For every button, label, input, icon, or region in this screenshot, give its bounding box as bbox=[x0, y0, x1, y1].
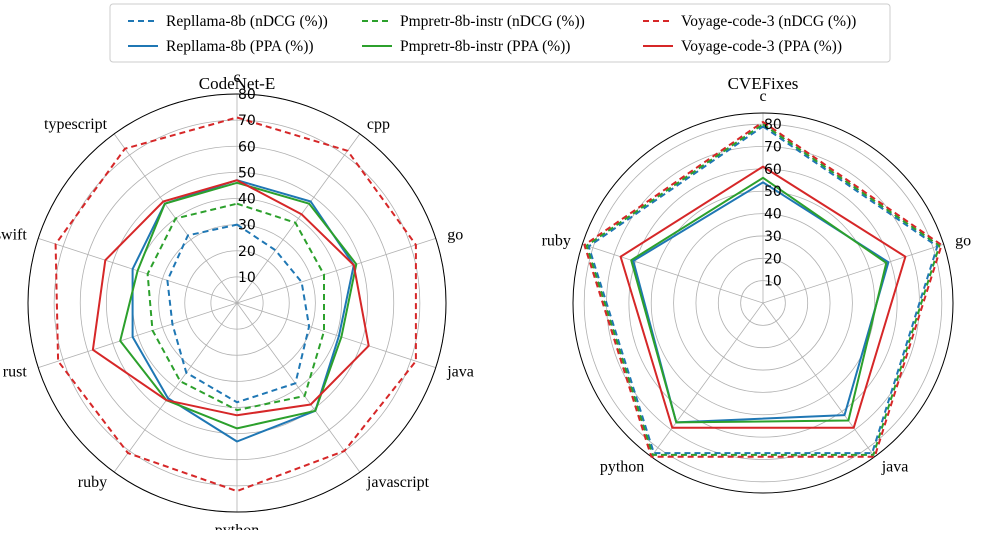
grid-spoke bbox=[650, 302, 764, 457]
category-label-go: go bbox=[447, 227, 463, 244]
category-label-python: python bbox=[600, 458, 644, 475]
radial-tick-label: 80 bbox=[238, 87, 256, 103]
radial-tick-label: 80 bbox=[764, 117, 782, 133]
series-pmpretr-8b-instr-ndcg bbox=[585, 123, 941, 456]
radial-tick-label: 50 bbox=[238, 165, 256, 181]
series-repllama-8b-ndcg bbox=[166, 223, 311, 404]
series-pmpretr-8b-instr-ndcg bbox=[146, 202, 325, 412]
chart-title: CVEFixes bbox=[728, 74, 799, 93]
legend-label-voyage-code-3-ppa: Voyage-code-3 (PPA (%)) bbox=[681, 38, 842, 55]
category-label-swift: swift bbox=[0, 227, 27, 244]
series-voyage-code-3-ppa bbox=[91, 179, 370, 417]
category-label-go: go bbox=[955, 233, 971, 250]
category-label-c: c bbox=[233, 69, 240, 86]
legend-label-pmpretr-8b-instr-ppa: Pmpretr-8b-instr (PPA (%)) bbox=[400, 38, 570, 55]
legend: Repllama-8b (nDCG (%)) Pmpretr-8b-instr (… bbox=[109, 3, 891, 63]
legend-label-repllama-8b-ndcg: Repllama-8b (nDCG (%)) bbox=[166, 13, 328, 30]
category-label-java: java bbox=[446, 363, 474, 380]
radial-tick-label: 10 bbox=[238, 270, 256, 286]
category-label-javascript: javascript bbox=[366, 474, 430, 491]
radial-tick-label: 60 bbox=[764, 162, 782, 178]
category-label-typescript: typescript bbox=[44, 116, 108, 133]
codenet-e-radar: 10 20 30 40 50 60 70 80c cpp go java javascript pyth… bbox=[0, 69, 474, 535]
category-label-cpp: cpp bbox=[367, 116, 390, 133]
radial-tick-label: 50 bbox=[764, 184, 782, 200]
series-pmpretr-8b-instr-ppa bbox=[630, 176, 888, 424]
grid-spoke bbox=[236, 238, 436, 304]
category-label-ruby: ruby bbox=[78, 474, 107, 491]
grid-spoke bbox=[38, 302, 238, 368]
grid-spoke bbox=[762, 243, 944, 304]
chart-title: CodeNet-E bbox=[199, 74, 275, 93]
radial-tick-label: 70 bbox=[764, 140, 782, 156]
grid-spoke bbox=[762, 302, 876, 457]
radial-tick-label: 30 bbox=[238, 218, 256, 234]
radial-tick-label: 20 bbox=[238, 244, 256, 260]
legend-label-pmpretr-8b-instr-ndcg: Pmpretr-8b-instr (nDCG (%)) bbox=[400, 13, 585, 30]
polar-frame bbox=[572, 112, 954, 494]
grid-spoke bbox=[236, 302, 436, 368]
radial-tick-label: 20 bbox=[764, 251, 782, 267]
series-pmpretr-8b-instr-ppa bbox=[119, 181, 358, 430]
radial-tick-label: 40 bbox=[238, 192, 256, 208]
category-label-ruby: ruby bbox=[542, 233, 571, 250]
radial-tick-label: 60 bbox=[238, 139, 256, 155]
grid-spoke bbox=[582, 243, 764, 304]
category-label-rust: rust bbox=[3, 363, 28, 380]
cvefixes-radar: 10 20 30 40 50 60 70 80 c go java python ruby CVEFixe… bbox=[542, 74, 971, 494]
grid-spoke bbox=[236, 302, 361, 473]
category-label-c: c bbox=[759, 88, 766, 105]
grid-spoke bbox=[113, 302, 238, 473]
polar-frame bbox=[27, 93, 447, 513]
series-voyage-code-3-ndcg bbox=[583, 120, 943, 458]
radial-tick-label: 40 bbox=[764, 207, 782, 223]
radial-tick-label: 70 bbox=[238, 113, 256, 129]
category-label-python: python bbox=[215, 522, 259, 530]
legend-label-repllama-8b-ppa: Repllama-8b (PPA (%)) bbox=[166, 38, 314, 55]
legend-label-voyage-code-3-ndcg: Voyage-code-3 (nDCG (%)) bbox=[681, 13, 856, 30]
series-voyage-code-3-ppa bbox=[619, 165, 907, 429]
radial-tick-label: 30 bbox=[764, 229, 782, 245]
grid-spoke bbox=[236, 133, 361, 304]
radial-tick-label: 10 bbox=[764, 274, 782, 290]
category-label-java: java bbox=[881, 458, 909, 475]
series-voyage-code-3-ndcg bbox=[54, 116, 417, 493]
